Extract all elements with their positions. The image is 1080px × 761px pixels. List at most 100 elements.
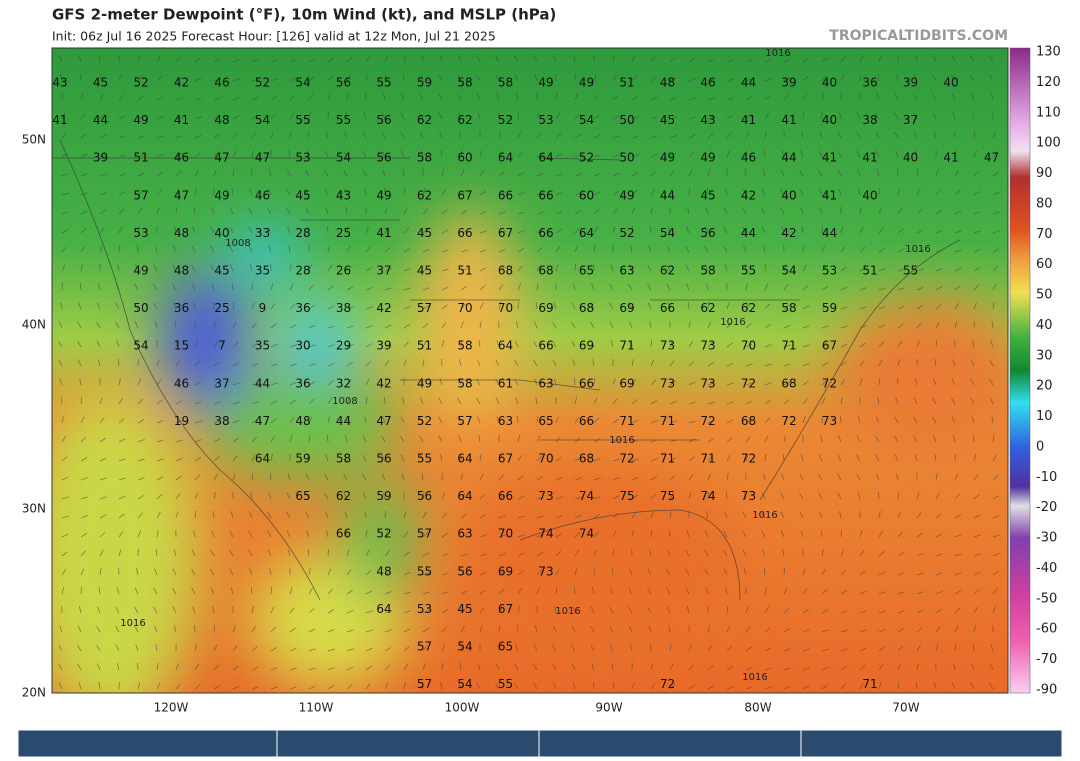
dewpoint-value: 42 — [741, 188, 756, 202]
colorbar-label: -90 — [1036, 683, 1057, 698]
dewpoint-value: 73 — [538, 564, 553, 578]
dewpoint-value: 47 — [984, 151, 999, 165]
dewpoint-value: 45 — [295, 188, 310, 202]
dewpoint-value: 42 — [376, 376, 391, 390]
colorbar-label: 50 — [1036, 288, 1053, 303]
dewpoint-value: 39 — [376, 339, 391, 353]
dewpoint-value: 56 — [376, 113, 391, 127]
dewpoint-value: 55 — [336, 113, 351, 127]
dewpoint-value: 63 — [538, 376, 553, 390]
dewpoint-value: 66 — [538, 226, 553, 240]
dewpoint-value: 63 — [457, 527, 472, 541]
colorbar-label: 120 — [1036, 75, 1061, 90]
dewpoint-value: 32 — [336, 376, 351, 390]
dewpoint-value: 46 — [174, 151, 189, 165]
dewpoint-value: 47 — [174, 188, 189, 202]
dewpoint-value: 40 — [903, 151, 918, 165]
dewpoint-value: 62 — [700, 301, 715, 315]
dewpoint-value: 49 — [538, 76, 553, 90]
dewpoint-value: 55 — [417, 452, 432, 466]
dewpoint-value: 28 — [295, 264, 310, 278]
dewpoint-value: 37 — [903, 113, 918, 127]
dewpoint-value: 37 — [214, 376, 229, 390]
dewpoint-value: 58 — [781, 301, 796, 315]
dewpoint-value: 57 — [457, 414, 472, 428]
dewpoint-value: 67 — [498, 452, 513, 466]
dewpoint-value: 38 — [862, 113, 877, 127]
isobar-label: 1016 — [120, 618, 145, 629]
dewpoint-value: 71 — [660, 414, 675, 428]
lat-label: 30N — [22, 502, 46, 516]
dewpoint-value: 68 — [579, 452, 594, 466]
dewpoint-value: 69 — [619, 376, 634, 390]
dewpoint-value: 66 — [498, 188, 513, 202]
dewpoint-value: 52 — [579, 151, 594, 165]
dewpoint-value: 66 — [538, 188, 553, 202]
dewpoint-value: 52 — [498, 113, 513, 127]
lon-label: 70W — [892, 701, 919, 715]
dewpoint-value: 51 — [417, 339, 432, 353]
dewpoint-value: 51 — [457, 264, 472, 278]
isobar-label: 1016 — [609, 435, 634, 446]
dewpoint-value: 41 — [741, 113, 756, 127]
dewpoint-value: 56 — [336, 76, 351, 90]
dewpoint-value: 57 — [417, 677, 432, 691]
dewpoint-value: 64 — [538, 151, 553, 165]
dewpoint-value: 40 — [781, 188, 796, 202]
dewpoint-value: 72 — [741, 376, 756, 390]
dewpoint-value: 67 — [498, 226, 513, 240]
dewpoint-value: 56 — [376, 452, 391, 466]
dewpoint-value: 74 — [579, 489, 594, 503]
dewpoint-value: 49 — [133, 113, 148, 127]
dewpoint-value: 74 — [538, 527, 553, 541]
dewpoint-value: 57 — [133, 188, 148, 202]
dewpoint-value: 66 — [579, 414, 594, 428]
dewpoint-value: 60 — [457, 151, 472, 165]
dewpoint-value: 73 — [741, 489, 756, 503]
dewpoint-value: 54 — [133, 339, 148, 353]
isobar-label: 1008 — [225, 238, 250, 249]
dewpoint-value: 49 — [619, 188, 634, 202]
dewpoint-value: 41 — [781, 113, 796, 127]
dewpoint-value: 62 — [417, 113, 432, 127]
lat-label: 50N — [22, 133, 46, 147]
dewpoint-value: 66 — [498, 489, 513, 503]
lat-label: 20N — [22, 686, 46, 700]
dewpoint-value: 75 — [619, 489, 634, 503]
colorbar-label: -10 — [1036, 470, 1057, 485]
dewpoint-value: 7 — [218, 339, 226, 353]
dewpoint-value: 59 — [822, 301, 837, 315]
dewpoint-value: 50 — [133, 301, 148, 315]
dewpoint-value: 49 — [579, 76, 594, 90]
dewpoint-value: 67 — [457, 188, 472, 202]
dewpoint-value: 58 — [457, 339, 472, 353]
dewpoint-value: 59 — [417, 76, 432, 90]
dewpoint-value: 39 — [903, 76, 918, 90]
dewpoint-value: 58 — [498, 76, 513, 90]
dewpoint-value: 49 — [700, 151, 715, 165]
dewpoint-value: 45 — [700, 188, 715, 202]
dewpoint-value: 53 — [822, 264, 837, 278]
dewpoint-value: 9 — [259, 301, 267, 315]
dewpoint-value: 66 — [336, 527, 351, 541]
dewpoint-value: 44 — [255, 376, 270, 390]
dewpoint-value: 54 — [781, 264, 796, 278]
lon-label: 100W — [445, 701, 480, 715]
colorbar-label: 90 — [1036, 166, 1053, 181]
dewpoint-value: 52 — [255, 76, 270, 90]
dewpoint-value: 72 — [660, 677, 675, 691]
dewpoint-value: 38 — [336, 301, 351, 315]
dewpoint-value: 33 — [255, 226, 270, 240]
dewpoint-value: 72 — [822, 376, 837, 390]
dewpoint-value: 53 — [295, 151, 310, 165]
dewpoint-value: 55 — [498, 677, 513, 691]
dewpoint-value: 64 — [498, 151, 513, 165]
dewpoint-value: 48 — [660, 76, 675, 90]
dewpoint-value: 59 — [295, 452, 310, 466]
dewpoint-value: 63 — [619, 264, 634, 278]
dewpoint-value: 43 — [700, 113, 715, 127]
colorbar-label: 60 — [1036, 257, 1053, 272]
dewpoint-value: 59 — [376, 489, 391, 503]
dewpoint-value: 71 — [619, 339, 634, 353]
dewpoint-value: 15 — [174, 339, 189, 353]
